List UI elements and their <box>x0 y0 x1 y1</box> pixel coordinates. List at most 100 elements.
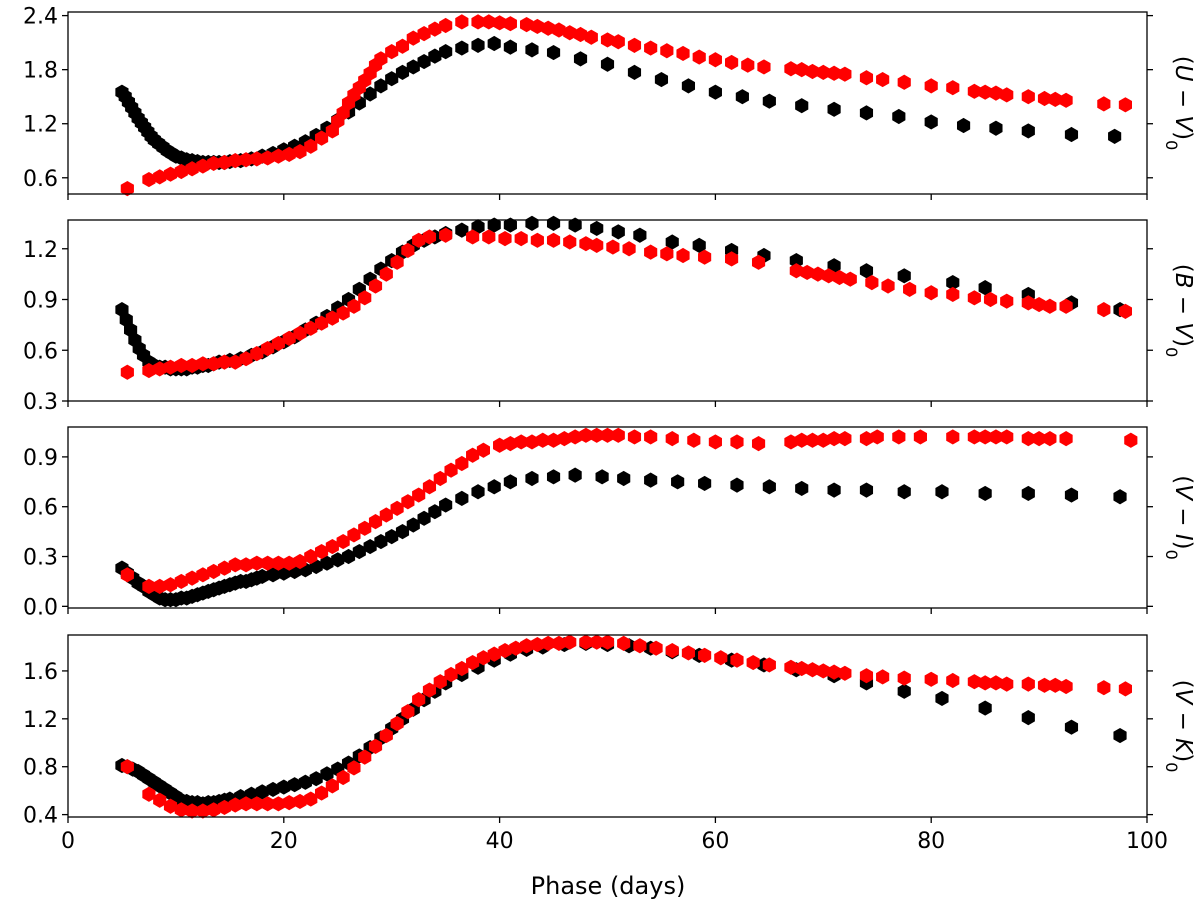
data-point-red <box>120 759 134 775</box>
x-axis-title: Phase (days) <box>531 872 686 900</box>
data-point-red <box>751 436 766 452</box>
data-point-black <box>439 44 453 60</box>
data-point-black <box>654 71 669 88</box>
data-point-red <box>239 557 253 573</box>
data-point-black <box>455 222 469 238</box>
data-point-black <box>946 274 960 291</box>
data-point-red <box>174 163 188 180</box>
data-point-red <box>412 487 426 503</box>
data-point-red <box>174 357 188 374</box>
data-point-black <box>266 781 280 798</box>
data-point-red <box>503 436 517 452</box>
data-point-black <box>978 280 992 296</box>
data-point-black <box>385 529 399 545</box>
data-point-red <box>708 434 722 450</box>
data-point-red <box>627 37 642 53</box>
x-tick-label: 100 <box>1126 829 1168 854</box>
data-point-red <box>784 61 798 77</box>
data-point-red <box>795 660 809 677</box>
data-point-red <box>730 652 744 668</box>
data-point-red <box>207 802 221 818</box>
data-point-red <box>1048 677 1062 693</box>
data-point-red <box>207 563 221 580</box>
data-point-red <box>665 642 679 659</box>
data-point-black <box>417 510 431 526</box>
data-point-red <box>579 634 593 650</box>
data-point-black <box>795 480 809 497</box>
data-point-black <box>590 220 604 237</box>
data-point-red <box>250 796 264 812</box>
data-point-black <box>1021 710 1035 726</box>
y-label-sub: 0 <box>1163 140 1182 150</box>
data-point-red <box>1118 97 1132 113</box>
data-point-red <box>196 567 210 583</box>
data-point-red <box>1000 429 1014 445</box>
data-point-red <box>482 14 496 30</box>
data-point-black <box>762 479 776 495</box>
data-point-black <box>681 78 696 94</box>
data-point-black <box>374 78 388 94</box>
data-point-red <box>967 674 981 690</box>
panel-frame <box>67 219 1148 402</box>
data-point-red <box>1021 295 1035 311</box>
data-point-black <box>627 64 642 80</box>
data-point-red <box>600 32 615 48</box>
series-red-vk <box>120 634 1132 819</box>
data-point-red <box>552 635 566 651</box>
data-point-red <box>325 778 339 794</box>
y-axis-label-bv: (B − V)0 <box>1163 264 1197 358</box>
data-point-red <box>444 666 458 683</box>
data-point-black <box>595 469 609 485</box>
data-point-red <box>897 670 911 686</box>
data-point-red <box>536 432 550 448</box>
data-point-red <box>217 154 232 171</box>
data-point-black <box>395 64 410 80</box>
data-point-red <box>390 716 404 732</box>
data-point-red <box>1037 677 1052 693</box>
data-point-red <box>649 640 663 656</box>
data-point-black <box>546 44 561 61</box>
data-point-red <box>989 429 1003 445</box>
data-point-red <box>881 278 895 294</box>
y-label-var2: V <box>1170 115 1196 133</box>
y-tick-label: 0.0 <box>23 595 58 620</box>
data-point-red <box>859 431 874 447</box>
data-point-red <box>805 63 820 80</box>
data-point-black <box>395 524 410 540</box>
data-point-red <box>153 169 167 185</box>
data-point-red <box>455 455 469 472</box>
data-point-red <box>832 269 847 286</box>
data-point-red <box>541 635 555 651</box>
y-label-var1: V <box>1170 689 1196 707</box>
data-point-red <box>379 727 393 744</box>
data-point-red <box>358 290 372 306</box>
y-tick-label: 0.3 <box>23 546 58 571</box>
data-point-red <box>401 242 415 259</box>
data-point-black <box>708 84 722 100</box>
data-point-black <box>525 470 539 487</box>
data-point-red <box>946 80 960 96</box>
data-point-red <box>1000 676 1014 692</box>
data-point-red <box>687 432 701 448</box>
y-tick-label: 0.4 <box>23 804 58 829</box>
data-point-red <box>514 434 528 450</box>
data-point-red <box>358 749 372 765</box>
data-point-black <box>892 108 906 125</box>
data-point-black <box>277 779 291 795</box>
data-point-black <box>1021 123 1035 139</box>
data-point-red <box>207 155 221 171</box>
data-point-black <box>617 470 631 487</box>
data-point-black <box>897 268 911 284</box>
data-point-red <box>498 642 512 659</box>
data-point-red <box>304 138 318 154</box>
data-point-black <box>789 253 803 269</box>
data-point-black <box>1108 128 1122 144</box>
y-label-close: ) <box>1170 131 1196 140</box>
data-point-red <box>401 494 415 510</box>
data-point-red <box>471 14 485 30</box>
data-point-black <box>762 93 776 109</box>
data-point-red <box>692 49 706 65</box>
data-point-red <box>525 434 539 450</box>
data-point-black <box>471 484 485 500</box>
